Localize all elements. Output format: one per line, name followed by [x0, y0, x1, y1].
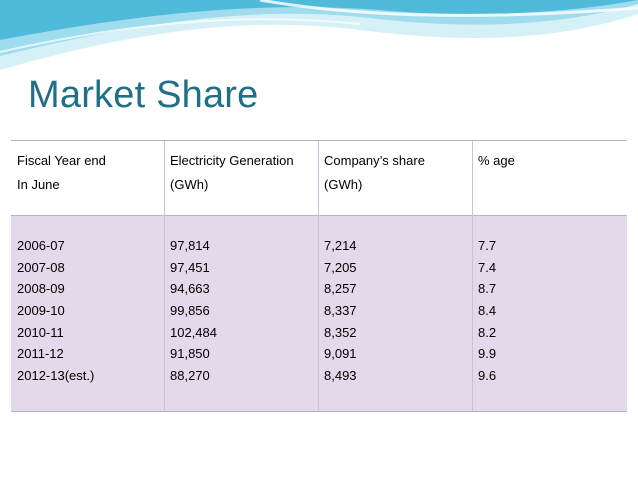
cell-generation: 88,270 [170, 368, 210, 384]
market-share-table: Fiscal Year end In June Electricity Gene… [11, 140, 627, 412]
wave-front [0, 0, 638, 40]
cell-company-share: 7,214 [324, 238, 357, 253]
table-header-row: Fiscal Year end In June Electricity Gene… [11, 141, 627, 216]
cell-company-share: 8,257 [324, 281, 357, 297]
cell-fiscal-year: 2011-12 [17, 346, 64, 362]
cell-generation: 97,814 [170, 238, 210, 253]
cell-fiscal-year: 2009-10 [17, 303, 65, 319]
cell-company-share: 9,091 [324, 346, 357, 362]
column-electricity-generation: 97,814 97,451 94,663 99,856 102,484 91,8… [170, 235, 217, 387]
cell-fiscal-year: 2010-11 [17, 324, 64, 340]
column-fiscal-year: 2006-07 2007-08 2008-09 2009-10 2010-11 … [17, 235, 94, 387]
cell-company-share: 8,493 [324, 368, 357, 384]
cell-fiscal-year: 2012-13(est.) [17, 368, 95, 384]
cell-generation: 91,850 [170, 346, 210, 362]
header-electricity-generation: Electricity Generation (GWh) [170, 153, 294, 192]
cell-generation: 94,663 [170, 281, 210, 297]
cell-generation: 99,856 [170, 303, 210, 319]
cell-fiscal-year: 2006-07 [17, 238, 65, 253]
cell-company-share: 8,352 [324, 324, 357, 340]
wave-highlight [259, 0, 638, 17]
table-body [11, 216, 627, 411]
decorative-wave-banner [0, 0, 638, 70]
column-divider [164, 141, 165, 411]
column-divider [318, 141, 319, 411]
header-company-share: Company’s share (GWh) [324, 153, 425, 192]
cell-percentage: 7.4 [478, 259, 497, 275]
header-fiscal-year: Fiscal Year end In June [17, 153, 106, 192]
cell-generation: 97,451 [170, 259, 210, 275]
column-company-share: 7,214 7,205 8,257 8,337 8,352 9,091 8,49… [324, 235, 357, 387]
cell-fiscal-year: 2007-08 [17, 259, 65, 275]
slide-title: Market Share [28, 74, 259, 116]
cell-percentage: 7.7 [478, 238, 497, 253]
header-percentage: % age [478, 153, 515, 168]
cell-percentage: 8.4 [478, 303, 497, 319]
cell-percentage: 8.2 [478, 324, 497, 340]
cell-company-share: 7,205 [324, 259, 357, 275]
wave-highlight-2 [0, 18, 361, 53]
cell-percentage: 9.6 [478, 368, 497, 384]
cell-fiscal-year: 2008-09 [17, 281, 65, 297]
cell-company-share: 8,337 [324, 303, 357, 319]
column-divider [472, 141, 473, 411]
cell-percentage: 8.7 [478, 281, 497, 297]
column-percentage: 7.7 7.4 8.7 8.4 8.2 9.9 9.6 [478, 235, 496, 387]
cell-percentage: 9.9 [478, 346, 497, 362]
cell-generation: 102,484 [170, 324, 217, 340]
